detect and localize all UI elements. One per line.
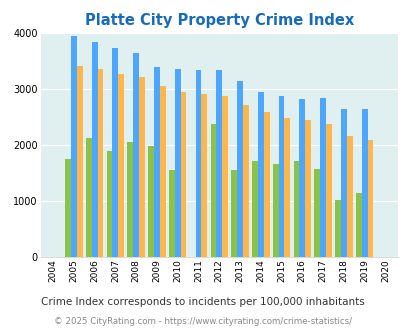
Bar (346, 136, 352, 257)
Bar (97, 70, 103, 257)
Bar (127, 142, 133, 257)
Bar (139, 77, 145, 257)
Bar (160, 86, 165, 257)
Bar (210, 124, 216, 257)
Bar (257, 92, 263, 257)
Bar (313, 169, 320, 257)
Bar (216, 70, 222, 257)
Bar (231, 170, 237, 257)
Bar (153, 67, 160, 257)
Bar (112, 48, 118, 257)
Text: Crime Index corresponds to incidents per 100,000 inhabitants: Crime Index corresponds to incidents per… (41, 297, 364, 307)
Bar (284, 118, 290, 257)
Bar (367, 140, 373, 257)
Bar (222, 96, 227, 257)
Bar (278, 96, 284, 257)
Bar (133, 52, 139, 257)
Bar (107, 151, 112, 257)
Bar (180, 92, 186, 257)
Bar (355, 193, 361, 257)
Bar (340, 109, 346, 257)
Bar (77, 66, 82, 257)
Bar (334, 200, 340, 257)
Bar (252, 161, 257, 257)
Bar (263, 112, 269, 257)
Bar (298, 99, 305, 257)
Bar (201, 94, 207, 257)
Bar (293, 161, 298, 257)
Bar (118, 74, 124, 257)
Bar (168, 170, 175, 257)
Bar (65, 159, 71, 257)
Bar (320, 98, 325, 257)
Bar (272, 164, 278, 257)
Bar (325, 124, 331, 257)
Bar (86, 138, 92, 257)
Bar (305, 120, 310, 257)
Bar (195, 70, 201, 257)
Bar (361, 109, 367, 257)
Title: Platte City Property Crime Index: Platte City Property Crime Index (84, 13, 353, 28)
Text: © 2025 CityRating.com - https://www.cityrating.com/crime-statistics/: © 2025 CityRating.com - https://www.city… (54, 317, 351, 326)
Bar (92, 42, 97, 257)
Bar (71, 36, 77, 257)
Bar (237, 81, 242, 257)
Bar (242, 105, 248, 257)
Bar (148, 146, 153, 257)
Bar (175, 69, 180, 257)
